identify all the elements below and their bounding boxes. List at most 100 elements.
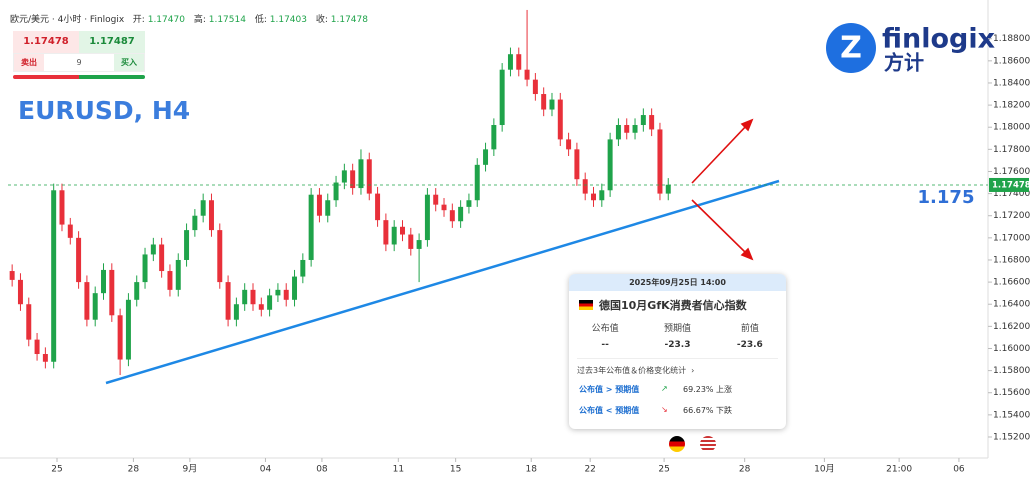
candle-body bbox=[624, 125, 630, 133]
candle-body bbox=[549, 99, 555, 110]
candle-body bbox=[308, 194, 314, 260]
candle-body bbox=[142, 254, 148, 283]
candle-body bbox=[391, 226, 397, 245]
flag-de[interactable] bbox=[669, 436, 685, 452]
y-tick-label: 1.15600 bbox=[993, 388, 1030, 398]
logo: Z finlogix 方计 bbox=[826, 23, 995, 75]
candle-body bbox=[350, 170, 356, 189]
candle-body bbox=[466, 200, 472, 207]
open: 1.17470 bbox=[147, 15, 185, 25]
candle-body bbox=[649, 115, 655, 130]
candle-body bbox=[134, 282, 140, 300]
candle-body bbox=[84, 282, 90, 320]
open-label: 开: bbox=[132, 15, 145, 25]
candle-body bbox=[217, 230, 223, 283]
column-value: -23.6 bbox=[736, 340, 763, 350]
candle-body bbox=[416, 240, 422, 249]
candle-body bbox=[59, 190, 65, 225]
high: 1.17514 bbox=[208, 15, 246, 25]
candle-body bbox=[167, 271, 173, 290]
y-tick-label: 1.18400 bbox=[993, 78, 1030, 88]
candle-body bbox=[557, 99, 563, 140]
candle-body bbox=[316, 194, 322, 216]
y-tick-label: 1.18200 bbox=[993, 101, 1030, 111]
candle-body bbox=[591, 193, 596, 201]
x-tick-label: 28 bbox=[739, 465, 751, 475]
last-price-label: 1.17478 bbox=[992, 180, 1031, 190]
candle-body bbox=[491, 125, 497, 150]
sell-price[interactable]: 1.17478 bbox=[13, 31, 79, 53]
candle-body bbox=[101, 269, 106, 294]
candle-body bbox=[233, 304, 239, 320]
close: 1.17478 bbox=[330, 15, 368, 25]
last-price-box bbox=[989, 177, 1029, 192]
sell-button[interactable]: 卖出 bbox=[14, 54, 44, 71]
candle-body bbox=[283, 289, 289, 300]
stats-link[interactable]: 过去3年公布值＆价格变化统计 › bbox=[577, 358, 778, 376]
high-label: 高: bbox=[193, 15, 206, 25]
trend-line bbox=[105, 179, 780, 385]
candle-body bbox=[657, 129, 663, 194]
y-tick-label: 1.16800 bbox=[993, 255, 1030, 265]
chart-title: EURUSD, H4 bbox=[18, 96, 190, 125]
stats-link-text: 过去3年公布值＆价格变化统计 bbox=[577, 366, 687, 375]
candle-body bbox=[34, 339, 40, 355]
price-annotation: 1.175 bbox=[918, 187, 975, 208]
candle-body bbox=[375, 193, 381, 221]
flag-us[interactable] bbox=[700, 436, 716, 452]
buy-button[interactable]: 买入 bbox=[114, 54, 144, 71]
buy-price[interactable]: 1.17487 bbox=[79, 31, 145, 53]
candle-body bbox=[292, 276, 298, 300]
candle-body bbox=[333, 182, 339, 201]
column-label: 前值 bbox=[740, 324, 759, 334]
x-tick-label: 10月 bbox=[814, 464, 834, 475]
column-value: -- bbox=[601, 340, 609, 350]
candle-body bbox=[400, 226, 405, 235]
candle-body bbox=[275, 289, 281, 296]
row-label: 公布值 > 预期值 bbox=[579, 385, 640, 394]
candle-body bbox=[640, 115, 646, 126]
y-tick-label: 1.18000 bbox=[993, 123, 1030, 133]
low-label: 低: bbox=[254, 15, 267, 25]
candle-body bbox=[117, 315, 123, 360]
logo-name: finlogix bbox=[882, 24, 995, 55]
candle-body bbox=[242, 289, 248, 305]
event-card[interactable]: 2025年09月25日 14:00 德国10月GfK消费者信心指数 公布值 预期… bbox=[569, 274, 786, 429]
candle-body bbox=[267, 295, 273, 310]
x-tick-label: 9月 bbox=[183, 464, 198, 475]
candle-body bbox=[192, 215, 198, 231]
close-label: 收: bbox=[315, 15, 328, 25]
candle-body bbox=[258, 304, 264, 310]
candle-body bbox=[499, 69, 505, 126]
candle-body bbox=[341, 170, 347, 183]
candle-body bbox=[9, 271, 15, 280]
candle-body bbox=[458, 206, 464, 222]
candle-body bbox=[383, 220, 389, 245]
candle-body bbox=[175, 259, 181, 290]
x-tick-label: 06 bbox=[953, 465, 965, 475]
y-tick-label: 1.16400 bbox=[993, 300, 1030, 310]
y-tick-label: 1.17400 bbox=[993, 189, 1030, 199]
candle-body bbox=[615, 125, 621, 140]
candle-body bbox=[507, 54, 513, 70]
candle-body bbox=[67, 224, 73, 238]
candle-body bbox=[225, 282, 231, 320]
candle-body bbox=[17, 279, 23, 305]
candle-body bbox=[532, 79, 538, 95]
y-tick-label: 1.17600 bbox=[993, 167, 1030, 177]
logo-cn: 方计 bbox=[884, 51, 924, 75]
candle-body bbox=[582, 179, 588, 194]
candle-body bbox=[632, 125, 638, 133]
y-tick-label: 1.16000 bbox=[993, 344, 1030, 354]
column-value: -23.3 bbox=[664, 340, 691, 350]
candles bbox=[9, 9, 671, 376]
y-tick-label: 1.15400 bbox=[993, 410, 1030, 420]
candle-body bbox=[449, 210, 455, 222]
candle-body bbox=[159, 244, 165, 272]
x-tick-label: 28 bbox=[128, 465, 140, 475]
y-tick-label: 1.17200 bbox=[993, 211, 1030, 221]
header: 欧元/美元 · 4小时 · Finlogix 开: 1.17470 高: 1.1… bbox=[10, 12, 374, 25]
symbol: 欧元/美元 · 4小时 · Finlogix bbox=[10, 15, 125, 25]
candle-body bbox=[76, 237, 82, 283]
